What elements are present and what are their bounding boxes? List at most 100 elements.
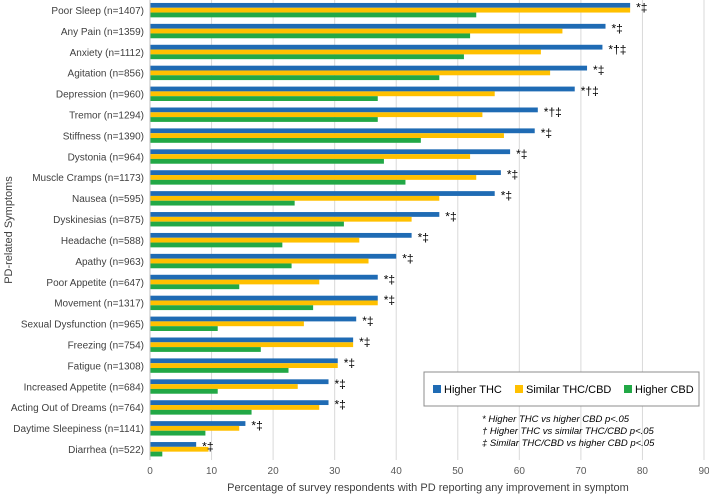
category-label: Increased Appetite (n=684) xyxy=(24,382,144,393)
footnote-2: † Higher THC vs similar THC/CBD p<.05 xyxy=(482,426,655,437)
bar-higher-thc xyxy=(150,149,511,155)
bar-similar-thc-cbd xyxy=(150,154,471,159)
category-label: Headache (n=588) xyxy=(61,236,144,247)
bar-similar-thc-cbd xyxy=(150,258,369,264)
bar-similar-thc-cbd xyxy=(150,216,412,222)
bar-higher-cbd xyxy=(150,33,471,39)
category-labels: Poor Sleep (n=1407) Any Pain (n=1359) Anxi… xyxy=(11,6,144,456)
bar-similar-thc-cbd xyxy=(150,28,563,34)
bar-similar-thc-cbd xyxy=(150,195,440,201)
bar-higher-cbd xyxy=(150,263,292,269)
footnotes: * Higher THC vs higher CBD p<.05 † Highe… xyxy=(482,414,655,449)
bar-higher-cbd xyxy=(150,409,252,415)
footnote-1: * Higher THC vs higher CBD p<.05 xyxy=(482,414,630,425)
bar-higher-cbd xyxy=(150,221,344,227)
bar-higher-cbd xyxy=(150,326,218,331)
bar-higher-thc xyxy=(150,191,495,196)
bar-higher-thc xyxy=(150,128,535,134)
x-tick-label: 20 xyxy=(268,466,280,477)
significance-label: *‡ xyxy=(384,272,395,286)
legend-label-similar-thc-cbd: Similar THC/CBD xyxy=(526,384,611,396)
legend-swatch-similar-thc-cbd xyxy=(515,385,523,393)
bar-higher-thc xyxy=(150,232,412,238)
bar-higher-cbd xyxy=(150,368,289,373)
category-label: Fatigue (n=1308) xyxy=(68,361,144,372)
bar-higher-thc xyxy=(150,65,588,71)
bar-higher-thc xyxy=(150,421,246,426)
significance-label: *‡ xyxy=(335,398,346,412)
legend-label-higher-cbd: Higher CBD xyxy=(635,384,694,396)
legend-swatch-higher-thc xyxy=(433,385,441,393)
significance-label: *‡ xyxy=(202,440,213,454)
bar-similar-thc-cbd xyxy=(150,425,240,431)
significance-label: *‡ xyxy=(593,63,604,77)
bar-higher-cbd xyxy=(150,138,421,143)
bar-higher-thc xyxy=(150,170,501,176)
bar-higher-thc xyxy=(150,358,338,364)
bar-higher-cbd xyxy=(150,242,283,248)
significance-label: *†‡ xyxy=(608,42,626,56)
bar-higher-thc xyxy=(150,86,575,92)
significance-label: *‡ xyxy=(541,126,552,140)
category-label: Depression (n=960) xyxy=(56,90,144,101)
significance-label: *‡ xyxy=(359,335,370,349)
category-label: Agitation (n=856) xyxy=(68,69,144,80)
bar-similar-thc-cbd xyxy=(150,279,320,285)
bar-higher-thc xyxy=(150,379,329,385)
bar-higher-cbd xyxy=(150,305,314,311)
bar-higher-thc xyxy=(150,442,197,447)
bar-higher-thc xyxy=(150,337,354,343)
x-tick-label: 80 xyxy=(637,466,649,477)
category-label: Dystonia (n=964) xyxy=(68,152,144,163)
bar-similar-thc-cbd xyxy=(150,384,298,389)
x-axis-title: Percentage of survey respondents with PD… xyxy=(227,482,629,494)
bar-higher-thc xyxy=(150,400,329,406)
bar-higher-cbd xyxy=(150,284,240,290)
significance-label: *‡ xyxy=(251,419,262,433)
bar-higher-cbd xyxy=(150,200,295,206)
bar-higher-cbd xyxy=(150,179,406,185)
bar-similar-thc-cbd xyxy=(150,321,304,327)
x-tick-label: 30 xyxy=(329,466,341,477)
significance-label: *†‡ xyxy=(581,84,599,98)
x-tick-label: 90 xyxy=(698,466,709,477)
category-label: Acting Out of Dreams (n=764) xyxy=(11,403,144,414)
significance-label: *‡ xyxy=(501,189,512,203)
x-tick-label: 70 xyxy=(575,466,587,477)
bar-similar-thc-cbd xyxy=(150,405,320,410)
y-axis-title: PD-related Symptoms xyxy=(3,176,15,284)
x-tick-label: 60 xyxy=(514,466,526,477)
x-tick-label: 50 xyxy=(452,466,464,477)
bar-higher-cbd xyxy=(150,451,163,457)
bar-similar-thc-cbd xyxy=(150,70,551,76)
bar-higher-thc xyxy=(150,316,357,322)
bar-similar-thc-cbd xyxy=(150,175,477,180)
significance-label: *‡ xyxy=(612,21,623,35)
bar-higher-cbd xyxy=(150,96,378,101)
significance-label: *‡ xyxy=(636,0,647,14)
x-tick-label: 10 xyxy=(206,466,218,477)
category-label: Movement (n=1317) xyxy=(54,299,144,310)
bar-similar-thc-cbd xyxy=(150,446,209,452)
bar-higher-cbd xyxy=(150,54,464,60)
bars xyxy=(150,2,631,457)
bar-similar-thc-cbd xyxy=(150,237,360,243)
category-label: Apathy (n=963) xyxy=(75,257,144,268)
bar-similar-thc-cbd xyxy=(150,300,378,306)
bar-higher-thc xyxy=(150,253,397,259)
legend-swatch-higher-cbd xyxy=(624,385,632,393)
x-tick-label: 40 xyxy=(391,466,403,477)
bar-similar-thc-cbd xyxy=(150,7,631,13)
bar-higher-thc xyxy=(150,107,538,113)
significance-label: *‡ xyxy=(516,147,527,161)
significance-label: *‡ xyxy=(344,356,355,370)
bar-similar-thc-cbd xyxy=(150,342,354,348)
bar-similar-thc-cbd xyxy=(150,363,338,369)
x-tick-label: 0 xyxy=(147,466,153,477)
bar-higher-thc xyxy=(150,295,378,301)
bar-higher-cbd xyxy=(150,388,218,394)
significance-label: *‡ xyxy=(384,293,395,307)
category-label: Diarrhea (n=522) xyxy=(68,445,144,456)
bar-higher-cbd xyxy=(150,12,477,18)
